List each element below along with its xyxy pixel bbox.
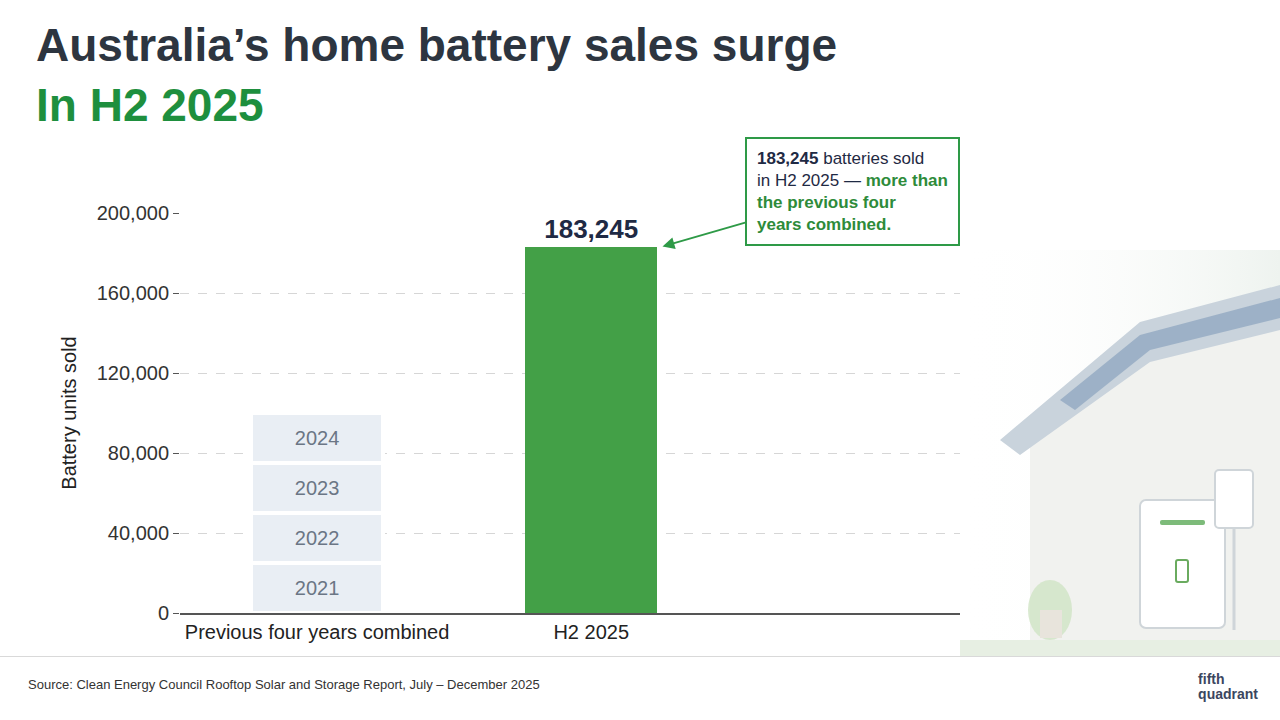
svg-text:120,000: 120,000 <box>97 362 169 384</box>
html-text:quadrant: quadrant <box>1198 686 1258 702</box>
svg-text:Previous four years combined: Previous four years combined <box>185 621 450 643</box>
svg-text:160,000: 160,000 <box>97 282 169 304</box>
svg-text:2022: 2022 <box>295 527 340 549</box>
html-text:Australia’s home battery sales: Australia’s home battery sales surge <box>36 19 838 71</box>
svg-text:2024: 2024 <box>295 427 340 449</box>
svg-text:2021: 2021 <box>295 577 340 599</box>
svg-text:80,000: 80,000 <box>108 442 169 464</box>
svg-text:0: 0 <box>158 602 169 624</box>
html-text:Source: Clean Energy Council R: Source: Clean Energy Council Rooftop Sol… <box>28 677 540 692</box>
svg-text:H2 2025: H2 2025 <box>553 621 629 643</box>
svg-text:2023: 2023 <box>295 477 340 499</box>
html-text:fifth: fifth <box>1198 671 1225 687</box>
svg-text:183,245 batteries soldin H2 20: 183,245 batteries soldin H2 2025 — more … <box>757 149 948 234</box>
svg-text:200,000: 200,000 <box>97 202 169 224</box>
svg-text:183,245: 183,245 <box>544 214 638 244</box>
svg-text:40,000: 40,000 <box>108 522 169 544</box>
html-text:In H2 2025: In H2 2025 <box>36 79 264 131</box>
svg-text:Battery units sold: Battery units sold <box>58 336 80 489</box>
